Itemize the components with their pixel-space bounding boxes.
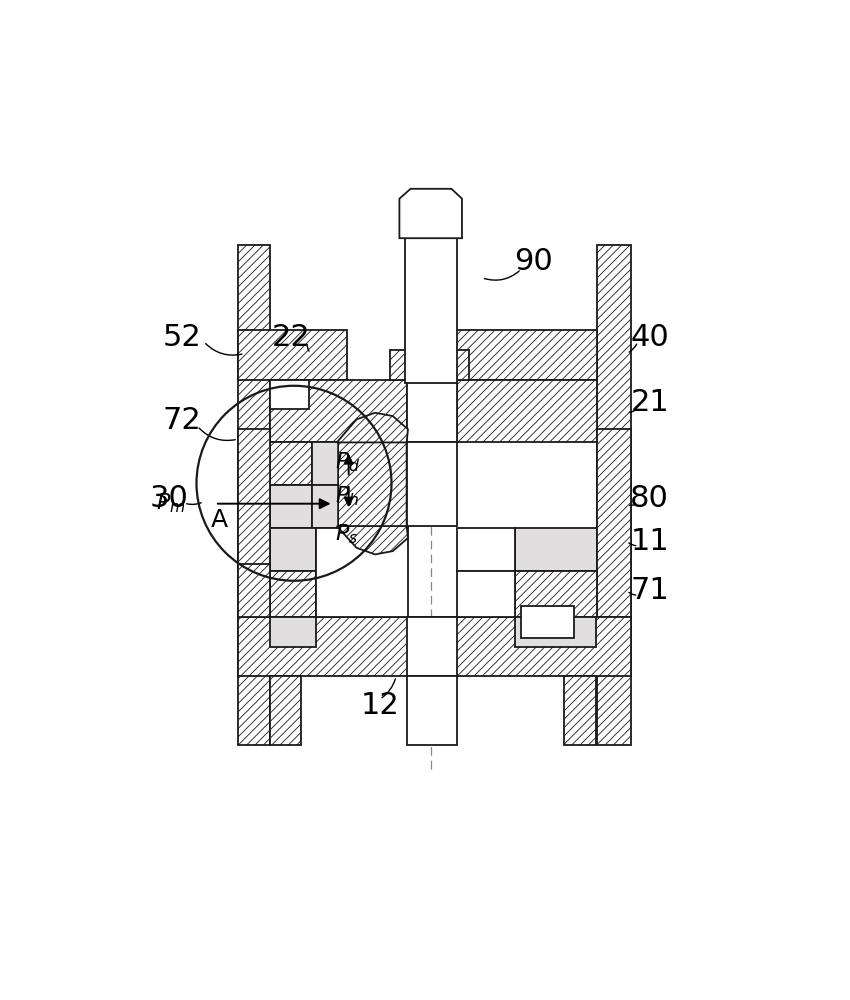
Bar xyxy=(269,380,348,393)
Bar xyxy=(269,676,301,745)
Polygon shape xyxy=(337,526,408,554)
Bar xyxy=(269,571,315,617)
Bar xyxy=(238,564,269,617)
Bar xyxy=(514,617,596,647)
Bar xyxy=(269,380,309,409)
Bar xyxy=(313,485,408,528)
Bar xyxy=(456,528,515,571)
Bar xyxy=(514,571,597,617)
Bar xyxy=(597,245,632,745)
Bar xyxy=(269,528,313,538)
Bar xyxy=(238,330,347,380)
Text: 11: 11 xyxy=(631,527,669,556)
Bar xyxy=(564,676,596,745)
Text: $P_h$: $P_h$ xyxy=(336,485,360,508)
Polygon shape xyxy=(337,413,408,442)
Bar xyxy=(313,442,408,485)
Bar xyxy=(405,238,456,383)
Bar xyxy=(406,442,456,526)
Text: 71: 71 xyxy=(631,576,669,605)
Bar xyxy=(315,528,408,617)
Bar xyxy=(521,606,574,638)
Text: $P_m$: $P_m$ xyxy=(156,492,185,515)
Bar xyxy=(456,571,515,617)
Text: 40: 40 xyxy=(631,323,669,352)
Bar xyxy=(406,676,456,745)
Polygon shape xyxy=(400,189,462,238)
Bar xyxy=(238,245,269,745)
Bar xyxy=(269,617,315,647)
Text: 30: 30 xyxy=(150,484,188,513)
Bar xyxy=(238,429,269,617)
Text: 72: 72 xyxy=(162,406,201,435)
Bar xyxy=(456,350,468,380)
Bar xyxy=(514,528,597,571)
Text: 90: 90 xyxy=(513,247,552,276)
Bar xyxy=(406,617,456,676)
Text: 52: 52 xyxy=(162,323,201,352)
Bar xyxy=(389,350,409,380)
Text: 22: 22 xyxy=(271,323,310,352)
Text: 12: 12 xyxy=(360,691,399,720)
Text: 80: 80 xyxy=(631,484,669,513)
Text: 21: 21 xyxy=(631,388,669,417)
Bar xyxy=(269,528,315,571)
Polygon shape xyxy=(338,417,406,552)
Text: A: A xyxy=(211,508,228,532)
Bar xyxy=(269,380,406,442)
Text: $P_d$: $P_d$ xyxy=(336,450,360,474)
Bar xyxy=(456,380,597,442)
Bar xyxy=(406,380,456,442)
Bar xyxy=(238,617,632,676)
Bar xyxy=(597,429,632,617)
Bar xyxy=(269,485,313,528)
Bar xyxy=(456,330,597,380)
Text: $P_s$: $P_s$ xyxy=(336,523,359,546)
Bar xyxy=(269,442,313,485)
